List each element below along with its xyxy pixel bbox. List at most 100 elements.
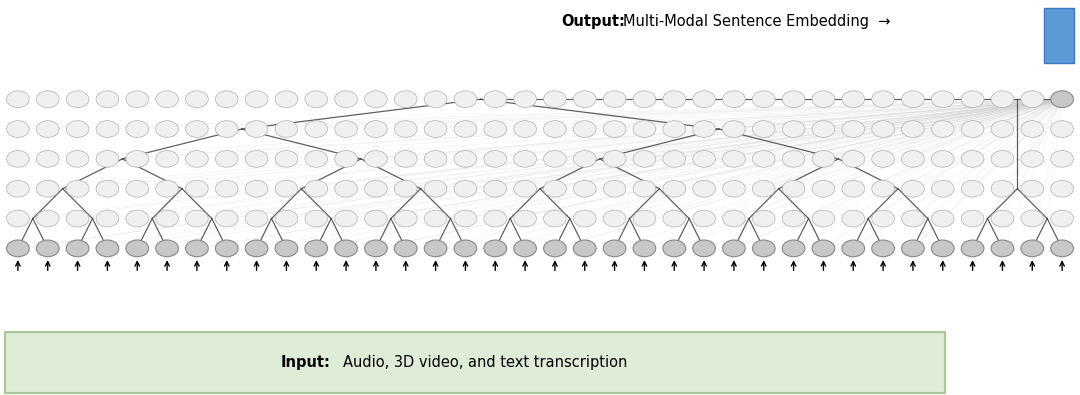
Ellipse shape — [902, 91, 924, 107]
Ellipse shape — [723, 121, 745, 137]
Ellipse shape — [723, 150, 745, 167]
Ellipse shape — [991, 210, 1014, 227]
Ellipse shape — [424, 150, 447, 167]
Ellipse shape — [454, 210, 476, 227]
Ellipse shape — [1021, 91, 1043, 107]
Ellipse shape — [573, 210, 596, 227]
Ellipse shape — [573, 240, 596, 257]
Ellipse shape — [96, 91, 119, 107]
Ellipse shape — [991, 181, 1014, 197]
Ellipse shape — [126, 150, 149, 167]
Ellipse shape — [424, 91, 447, 107]
Ellipse shape — [37, 240, 59, 257]
Ellipse shape — [991, 150, 1014, 167]
Ellipse shape — [573, 91, 596, 107]
Ellipse shape — [245, 210, 268, 227]
Ellipse shape — [1021, 181, 1043, 197]
Ellipse shape — [931, 91, 954, 107]
Ellipse shape — [573, 181, 596, 197]
Ellipse shape — [454, 181, 476, 197]
Ellipse shape — [424, 181, 447, 197]
Ellipse shape — [275, 91, 298, 107]
Text: Output:: Output: — [562, 14, 625, 29]
Ellipse shape — [245, 150, 268, 167]
Ellipse shape — [6, 150, 29, 167]
Ellipse shape — [723, 240, 745, 257]
Ellipse shape — [663, 210, 686, 227]
Ellipse shape — [126, 210, 149, 227]
Ellipse shape — [543, 181, 566, 197]
Ellipse shape — [454, 91, 476, 107]
Ellipse shape — [365, 121, 388, 137]
Ellipse shape — [305, 121, 327, 137]
Ellipse shape — [692, 91, 715, 107]
Ellipse shape — [365, 181, 388, 197]
Ellipse shape — [365, 150, 388, 167]
Ellipse shape — [37, 121, 59, 137]
Ellipse shape — [484, 240, 507, 257]
Ellipse shape — [604, 210, 626, 227]
Ellipse shape — [543, 121, 566, 137]
Ellipse shape — [842, 91, 865, 107]
Ellipse shape — [782, 121, 805, 137]
Ellipse shape — [573, 150, 596, 167]
Ellipse shape — [454, 150, 476, 167]
Ellipse shape — [633, 150, 656, 167]
Ellipse shape — [66, 150, 89, 167]
Ellipse shape — [663, 240, 686, 257]
Ellipse shape — [663, 150, 686, 167]
Ellipse shape — [96, 121, 119, 137]
Ellipse shape — [514, 121, 537, 137]
Ellipse shape — [782, 181, 805, 197]
Ellipse shape — [96, 240, 119, 257]
Ellipse shape — [842, 150, 865, 167]
Ellipse shape — [753, 121, 775, 137]
Ellipse shape — [156, 91, 178, 107]
Ellipse shape — [931, 181, 954, 197]
Ellipse shape — [812, 121, 835, 137]
Ellipse shape — [66, 210, 89, 227]
Ellipse shape — [275, 210, 298, 227]
Ellipse shape — [394, 150, 417, 167]
Ellipse shape — [753, 150, 775, 167]
Ellipse shape — [872, 91, 894, 107]
Ellipse shape — [66, 181, 89, 197]
Ellipse shape — [663, 91, 686, 107]
Ellipse shape — [753, 240, 775, 257]
Ellipse shape — [692, 121, 715, 137]
Ellipse shape — [365, 240, 388, 257]
Ellipse shape — [394, 210, 417, 227]
Ellipse shape — [692, 240, 715, 257]
Ellipse shape — [604, 121, 626, 137]
Ellipse shape — [812, 91, 835, 107]
Ellipse shape — [782, 150, 805, 167]
Ellipse shape — [275, 121, 298, 137]
Ellipse shape — [484, 91, 507, 107]
Ellipse shape — [394, 181, 417, 197]
Ellipse shape — [186, 240, 208, 257]
Ellipse shape — [6, 240, 29, 257]
Ellipse shape — [723, 210, 745, 227]
Ellipse shape — [961, 121, 984, 137]
Ellipse shape — [842, 121, 865, 137]
Ellipse shape — [305, 181, 327, 197]
Ellipse shape — [484, 121, 507, 137]
Ellipse shape — [245, 240, 268, 257]
Ellipse shape — [215, 210, 238, 227]
Ellipse shape — [305, 150, 327, 167]
Ellipse shape — [245, 121, 268, 137]
Ellipse shape — [215, 91, 238, 107]
Ellipse shape — [6, 210, 29, 227]
Ellipse shape — [1021, 240, 1043, 257]
Ellipse shape — [782, 91, 805, 107]
Ellipse shape — [961, 210, 984, 227]
Ellipse shape — [186, 210, 208, 227]
Ellipse shape — [604, 240, 626, 257]
Ellipse shape — [245, 91, 268, 107]
Ellipse shape — [991, 121, 1014, 137]
Ellipse shape — [156, 121, 178, 137]
Ellipse shape — [6, 121, 29, 137]
Ellipse shape — [215, 240, 238, 257]
Ellipse shape — [902, 150, 924, 167]
Ellipse shape — [365, 91, 388, 107]
